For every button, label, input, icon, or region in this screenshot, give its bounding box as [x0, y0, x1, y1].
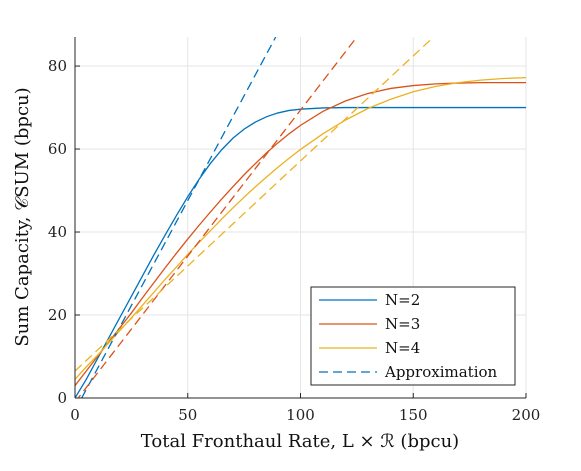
series-layer: [75, 37, 526, 398]
legend-label: N=4: [385, 339, 420, 357]
y-tick-label: 60: [48, 140, 67, 158]
axes: [74, 37, 527, 399]
y-tick-label: 40: [48, 223, 67, 241]
series-line-n-4-approximation: [75, 38, 432, 372]
x-tick-label: 0: [70, 406, 80, 424]
x-tick-label: 50: [178, 406, 197, 424]
legend-label: N=2: [385, 291, 420, 309]
legend-box: [310, 286, 516, 386]
tick-labels: 0 50 100 150 200 0 20 40 60 80: [48, 57, 540, 424]
series-line-n-2: [75, 106, 526, 398]
x-tick-label: 100: [286, 406, 315, 424]
series-line-n-3-approximation: [77, 37, 358, 398]
series-line-n-2-approximation: [80, 37, 277, 398]
legend-label: N=3: [385, 315, 420, 333]
x-tick-label: 150: [399, 406, 428, 424]
y-tick-label: 20: [48, 306, 67, 324]
series-line-n-3: [75, 81, 526, 386]
x-axis-label: Total Fronthaul Rate, L × ℛ (bpcu): [141, 431, 459, 452]
y-tick-label: 80: [48, 57, 67, 75]
legend: N=2 N=3 N=4 Approximation: [310, 286, 516, 386]
legend-label: Approximation: [384, 363, 498, 381]
y-tick-label: 0: [57, 389, 67, 407]
y-axis-label: Sum Capacity, 𝒞SUM (bpcu): [12, 87, 33, 346]
x-tick-label: 200: [512, 406, 541, 424]
